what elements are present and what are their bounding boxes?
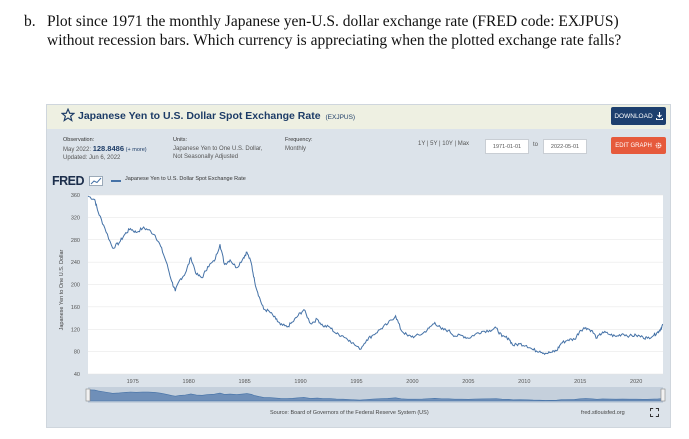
frequency-label: Frequency: xyxy=(285,137,313,143)
x-tick-label: 1975 xyxy=(127,379,139,385)
x-tick-label: 1985 xyxy=(238,379,250,385)
units-line-1: Japanese Yen to One U.S. Dollar, xyxy=(173,145,263,152)
x-tick-label: 2020 xyxy=(630,379,642,385)
source-text: Source: Board of Governors of the Federa… xyxy=(270,410,429,416)
series-title: Japanese Yen to U.S. Dollar Spot Exchang… xyxy=(78,110,355,122)
edit-graph-button[interactable]: EDIT GRAPH xyxy=(611,137,666,154)
x-tick-label: 2015 xyxy=(574,379,586,385)
range-navigator[interactable] xyxy=(85,387,666,403)
question-text: Plot since 1971 the monthly Japanese yen… xyxy=(47,13,622,49)
y-tick-label: 240 xyxy=(71,260,80,266)
x-tick-label: 2005 xyxy=(462,379,474,385)
observation-date: May 2022: xyxy=(63,146,92,153)
y-tick-label: 320 xyxy=(71,215,80,221)
x-tick-labels: 1975 1980 1985 1990 1995 2000 2005 2010 2015 2020 xyxy=(127,379,643,385)
question-number: b. xyxy=(24,13,36,30)
fred-logo: FRED xyxy=(52,174,85,188)
start-date-input[interactable]: 1971-01-01 xyxy=(485,139,529,154)
observation-value: 128.8486 xyxy=(92,143,124,153)
fred-graph-panel: Japanese Yen to U.S. Dollar Spot Exchang… xyxy=(46,104,671,428)
series-title-text: Japanese Yen to U.S. Dollar Spot Exchang… xyxy=(78,110,321,122)
updated-date: Updated: Jun 6, 2022 xyxy=(63,155,121,161)
observation-block: Observation: May 2022: 128.8486 (+ more)… xyxy=(63,136,147,163)
x-tick-label: 2010 xyxy=(518,379,530,385)
end-date-input[interactable]: 2022-05-01 xyxy=(543,139,587,154)
download-icon xyxy=(655,112,663,120)
star-icon[interactable] xyxy=(61,108,75,122)
navigator-left-handle[interactable] xyxy=(85,388,91,402)
y-tick-label: 160 xyxy=(71,305,80,311)
y-tick-label: 40 xyxy=(74,372,80,378)
edit-graph-label: EDIT GRAPH xyxy=(615,142,652,149)
navigator-area xyxy=(87,389,664,402)
frequency-block: Frequency: Monthly xyxy=(285,136,313,153)
x-tick-label: 1990 xyxy=(294,379,306,385)
legend-line-swatch xyxy=(111,180,121,182)
y-tick-label: 280 xyxy=(71,238,80,244)
navigator-right-handle[interactable] xyxy=(660,388,666,402)
y-tick-label: 360 xyxy=(71,193,80,199)
to-label: to xyxy=(533,142,539,148)
gridlines xyxy=(88,194,663,375)
more-link[interactable]: (+ more) xyxy=(125,146,147,153)
y-tick-label: 120 xyxy=(71,327,80,333)
series-code: (EXJPUS) xyxy=(325,114,356,121)
graph-title-bar: Japanese Yen to U.S. Dollar Spot Exchang… xyxy=(47,105,670,129)
exchange-rate-series-line xyxy=(87,195,664,356)
fred-chart-icon xyxy=(89,176,103,186)
download-button-label: DOWNLOAD xyxy=(614,112,653,120)
x-tick-label: 1980 xyxy=(183,379,195,385)
x-tick-label: 1995 xyxy=(350,379,362,385)
y-tick-labels: 40 80 120 160 200 240 280 320 360 xyxy=(71,193,80,378)
download-button[interactable]: DOWNLOAD xyxy=(611,107,666,125)
units-line-2: Not Seasonally Adjusted xyxy=(173,154,239,160)
x-tick-label: 2000 xyxy=(406,379,418,385)
fred-url-link[interactable]: fred.stlouisfed.org xyxy=(581,410,625,416)
observation-label: Observation: xyxy=(63,137,95,143)
y-tick-label: 80 xyxy=(74,350,80,356)
fullscreen-icon[interactable] xyxy=(650,408,659,417)
gear-icon xyxy=(655,142,662,149)
frequency-value: Monthly xyxy=(285,145,307,152)
units-block: Units: Japanese Yen to One U.S. Dollar, … xyxy=(173,136,262,162)
y-tick-label: 200 xyxy=(71,283,80,289)
legend-label: Japanese Yen to U.S. Dollar Spot Exchang… xyxy=(125,176,246,182)
units-label: Units: xyxy=(173,137,188,143)
range-links[interactable]: 1Y | 5Y | 10Y | Max xyxy=(418,141,470,147)
